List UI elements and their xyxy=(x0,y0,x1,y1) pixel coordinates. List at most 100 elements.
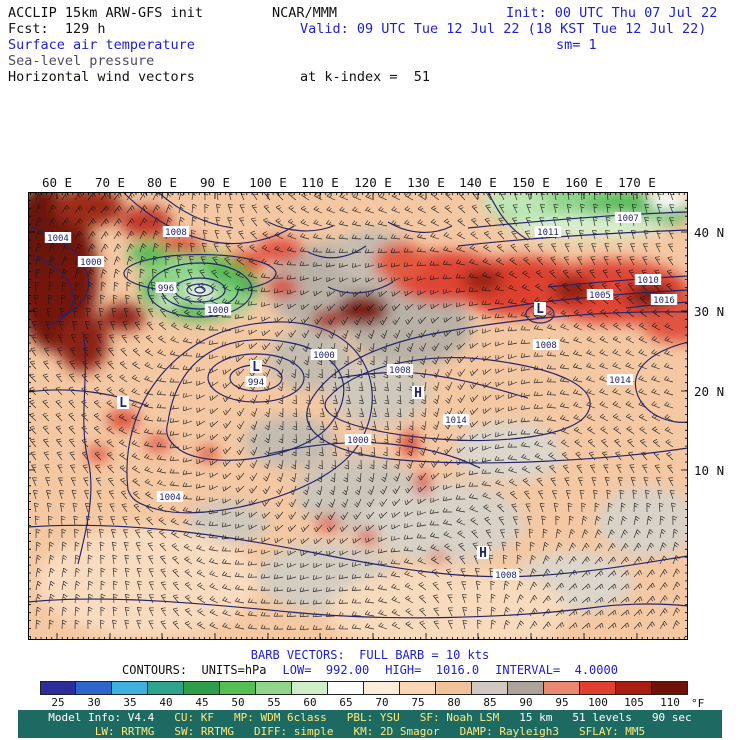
colorbar-swatch xyxy=(652,681,688,695)
model-config-item: DAMP: Rayleigh3 xyxy=(459,724,559,738)
contour-label: 1007 xyxy=(617,214,639,224)
x-axis-label: 120 E xyxy=(354,175,392,190)
y-axis-label: 10 N xyxy=(694,463,725,478)
plot-header: ACCLIP 15km ARW-GFS init NCAR/MMM Init: … xyxy=(0,0,740,100)
legend-contour-info: CONTOURS: UNITS=hPa LOW= 992.00 HIGH= 1016… xyxy=(0,663,740,677)
model-config-item: Model Info: V4.4 xyxy=(48,710,155,724)
colorbar-cell: 40 xyxy=(148,681,184,709)
map-panel: 60 E 70 E 80 E 90 E 100 E 110 E 120 E 130 E 140 … xyxy=(28,175,724,640)
pressure-contours-layer xyxy=(28,192,688,619)
colorbar-value: 50 xyxy=(231,696,245,709)
colorbar-value: 90 xyxy=(519,696,533,709)
colorbar-cell: 80 xyxy=(436,681,472,709)
contour-label: 1008 xyxy=(165,228,187,238)
colorbar-cell: 105 xyxy=(616,681,652,709)
colorbar-swatch xyxy=(508,681,544,695)
x-axis-label: 150 E xyxy=(512,175,550,190)
x-axis-label: 140 E xyxy=(459,175,497,190)
contour-label: 1011 xyxy=(537,228,559,238)
colorbar-value: 45 xyxy=(195,696,209,709)
legend-contour-segment: LOW= 992.00 xyxy=(282,663,370,677)
field-sea-level-pressure: Sea-level pressure xyxy=(8,53,155,69)
legend-barb-vectors: BARB VECTORS: FULL BARB = 10 kts xyxy=(250,648,490,662)
legend-contour-segment: CONTOURS: UNITS=hPa xyxy=(122,663,267,677)
valid-time: Valid: 09 UTC Tue 12 Jul 22 (18 KST Tue … xyxy=(300,21,707,37)
colorbar-swatch xyxy=(544,681,580,695)
model-config-item: 90 sec xyxy=(651,710,692,724)
model-config-item: 51 levels xyxy=(572,710,632,724)
pressure-center-marker: L xyxy=(119,396,127,411)
colorbar-cell: 60 xyxy=(292,681,328,709)
x-axis-label: 90 E xyxy=(199,175,231,190)
colorbar-value: 60 xyxy=(303,696,317,709)
colorbar-value: 95 xyxy=(555,696,569,709)
colorbar-value: 30 xyxy=(87,696,101,709)
colorbar-value: 100 xyxy=(588,696,608,709)
contour-label: 1010 xyxy=(637,276,659,286)
y-axis-label: 20 N xyxy=(694,384,725,399)
colorbar-cell: 25 xyxy=(40,681,76,709)
init-time: Init: 00 UTC Thu 07 Jul 22 xyxy=(506,5,718,21)
legend-contour-segment: HIGH= 1016.0 xyxy=(385,663,480,677)
forecast-hour: Fcst: 129 h xyxy=(8,21,106,37)
x-axis-label: 160 E xyxy=(565,175,603,190)
colorbar-value: 85 xyxy=(483,696,497,709)
colorbar-value: 40 xyxy=(159,696,173,709)
colorbar-cell: 65 xyxy=(328,681,364,709)
y-axis-label: 40 N xyxy=(694,225,725,240)
level-label: at k-index = 51 xyxy=(300,69,431,85)
colorbar-swatch xyxy=(472,681,508,695)
contour-label: 1004 xyxy=(159,493,181,503)
colorbar-cell: 45 xyxy=(184,681,220,709)
pressure-center-marker: L xyxy=(536,302,544,317)
contour-label: 1008 xyxy=(495,571,517,581)
model-config-item: SF: Noah LSM xyxy=(419,710,500,724)
contour-label: 1016 xyxy=(653,296,675,306)
colorbar-swatch xyxy=(328,681,364,695)
model-config-row-2: LW: RRTMG SW: RRTMG DIFF: simple KM: 2D Sma… xyxy=(18,725,722,738)
colorbar-swatch xyxy=(436,681,472,695)
colorbar-cell: 95 xyxy=(544,681,580,709)
colorbar-swatch xyxy=(616,681,652,695)
colorbar-cell: 70 xyxy=(364,681,400,709)
pressure-center-marker: H xyxy=(414,386,422,401)
contour-label: 1008 xyxy=(535,341,557,351)
x-axis-label: 130 E xyxy=(407,175,445,190)
contour-label: 1004 xyxy=(47,234,69,244)
y-axis-label: 30 N xyxy=(694,304,725,319)
weather-map-canvas: 1004 1000 1008 996 1000 994 1000 1008 1000 1004 10… xyxy=(28,192,688,640)
colorbar-cell: 35 xyxy=(112,681,148,709)
x-axis-label: 80 E xyxy=(146,175,178,190)
colorbar-value: 55 xyxy=(267,696,281,709)
colorbar-cell: 110 xyxy=(652,681,688,709)
colorbar-cell: 50 xyxy=(220,681,256,709)
colorbar-swatch xyxy=(76,681,112,695)
model-config-item: KM: 2D Smagor xyxy=(353,724,440,738)
model-config-item: SW: RRTMG xyxy=(174,724,235,738)
x-axis-label: 70 E xyxy=(94,175,126,190)
x-axis-label: 170 E xyxy=(618,175,656,190)
contour-label: 1000 xyxy=(313,351,335,361)
model-title: ACCLIP 15km ARW-GFS init xyxy=(8,5,204,21)
model-config-item: LW: RRTMG xyxy=(94,724,155,738)
model-config-item: PBL: YSU xyxy=(346,710,400,724)
colorbar-unit: °F xyxy=(691,697,705,710)
contour-label: 1008 xyxy=(389,366,411,376)
colorbar-swatch xyxy=(364,681,400,695)
colorbar-cell: 75 xyxy=(400,681,436,709)
colorbar-value: 110 xyxy=(660,696,680,709)
model-config-footer: Model Info: V4.4 CU: KF MP: WDM 6class PBL:… xyxy=(18,710,722,738)
colorbar-swatch xyxy=(256,681,292,695)
contour-label: 1000 xyxy=(347,436,369,446)
colorbar-value: 105 xyxy=(624,696,644,709)
colorbar-cell: 30 xyxy=(76,681,112,709)
colorbar-value: 80 xyxy=(447,696,461,709)
contour-label: 1005 xyxy=(589,291,611,301)
contour-label: 1014 xyxy=(445,416,467,426)
colorbar-value: 35 xyxy=(123,696,137,709)
x-axis-label: 110 E xyxy=(301,175,339,190)
map-layers: 1004 1000 1008 996 1000 994 1000 1008 1000 1004 10… xyxy=(28,192,688,640)
contour-label: 996 xyxy=(158,284,174,294)
colorbar-value: 65 xyxy=(339,696,353,709)
colorbar-cell: 90 xyxy=(508,681,544,709)
